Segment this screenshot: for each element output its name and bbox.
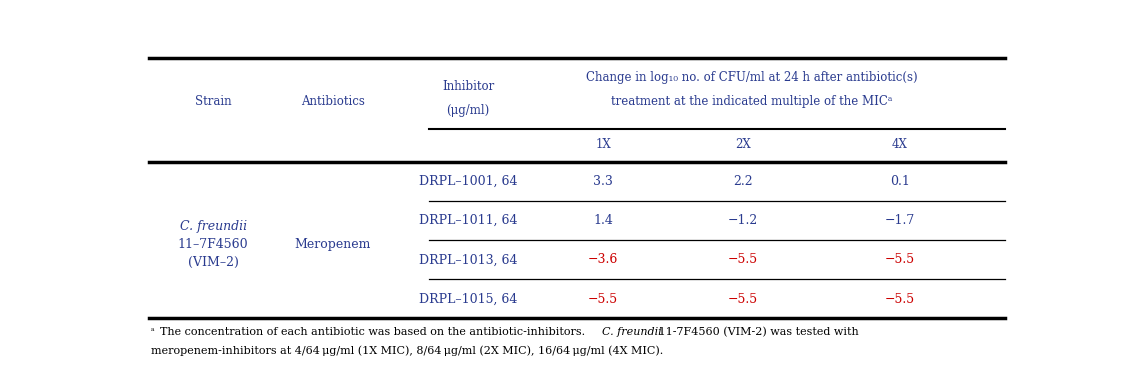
Text: 11–7F4560: 11–7F4560 <box>178 238 249 251</box>
Text: 4X: 4X <box>892 138 908 151</box>
Text: Change in log₁₀ no. of CFU/ml at 24 h after antibiotic(s): Change in log₁₀ no. of CFU/ml at 24 h af… <box>586 71 918 84</box>
Text: 1.4: 1.4 <box>593 214 614 227</box>
Text: −1.2: −1.2 <box>727 214 758 227</box>
Text: (VIM–2): (VIM–2) <box>188 256 239 269</box>
Text: 1X: 1X <box>596 138 611 151</box>
Text: (μg/ml): (μg/ml) <box>446 104 490 117</box>
Text: Meropenem: Meropenem <box>295 238 370 251</box>
Text: 2X: 2X <box>735 138 751 151</box>
Text: DRPL–1011, 64: DRPL–1011, 64 <box>419 214 517 227</box>
Text: The concentration of each antibiotic was based on the antibiotic-inhibitors.: The concentration of each antibiotic was… <box>160 327 589 337</box>
Text: 2.2: 2.2 <box>733 175 752 188</box>
Text: −5.5: −5.5 <box>727 292 758 306</box>
Text: −5.5: −5.5 <box>885 253 915 266</box>
Text: C. freundii: C. freundii <box>180 220 247 233</box>
Text: treatment at the indicated multiple of the MICᵃ: treatment at the indicated multiple of t… <box>611 95 892 108</box>
Text: −3.6: −3.6 <box>588 253 618 266</box>
Text: 0.1: 0.1 <box>890 175 910 188</box>
Text: −5.5: −5.5 <box>727 253 758 266</box>
Text: Strain: Strain <box>195 95 232 108</box>
Text: DRPL–1001, 64: DRPL–1001, 64 <box>419 175 517 188</box>
Text: ᵃ: ᵃ <box>151 327 155 336</box>
Text: DRPL–1015, 64: DRPL–1015, 64 <box>419 292 517 306</box>
Text: Antibiotics: Antibiotics <box>301 95 365 108</box>
Text: −5.5: −5.5 <box>588 292 618 306</box>
Text: 11-7F4560 (VIM-2) was tested with: 11-7F4560 (VIM-2) was tested with <box>654 327 858 338</box>
Text: meropenem-inhibitors at 4/64 μg/ml (1X MIC), 8/64 μg/ml (2X MIC), 16/64 μg/ml (4: meropenem-inhibitors at 4/64 μg/ml (1X M… <box>151 346 663 356</box>
Text: Inhibitor: Inhibitor <box>441 80 494 93</box>
Text: DRPL–1013, 64: DRPL–1013, 64 <box>419 253 517 266</box>
Text: −1.7: −1.7 <box>885 214 915 227</box>
Text: 3.3: 3.3 <box>593 175 614 188</box>
Text: −5.5: −5.5 <box>885 292 915 306</box>
Text: C. freundii: C. freundii <box>602 327 662 337</box>
